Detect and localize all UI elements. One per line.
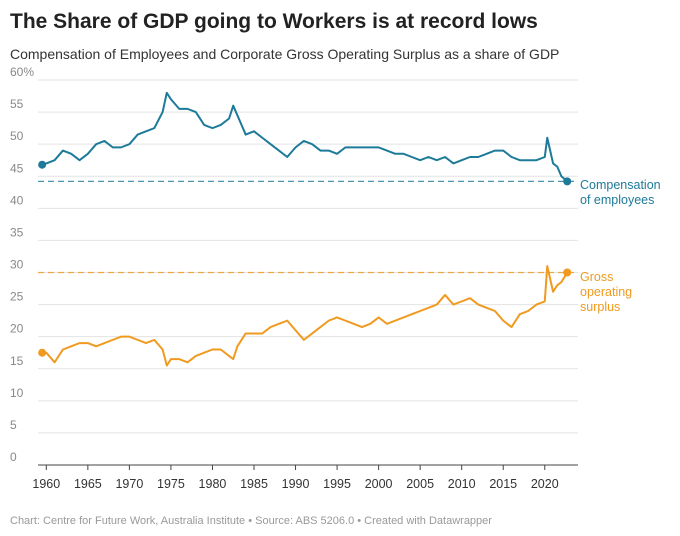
y-tick-label: 45 [10, 161, 24, 175]
y-tick-label: 40 [10, 193, 24, 207]
series-label: Gross operating surplus [580, 270, 633, 314]
chart-source: Chart: Centre for Future Work, Australia… [10, 515, 492, 527]
y-tick-label: 15 [10, 354, 24, 368]
x-tick-label: 2020 [531, 477, 559, 491]
chart-title: The Share of GDP going to Workers is at … [10, 10, 538, 33]
x-tick-label: 1965 [74, 477, 102, 491]
x-tick-label: 2000 [365, 477, 393, 491]
y-tick-label: 60% [10, 65, 34, 79]
y-tick-label: 10 [10, 386, 24, 400]
x-tick-label: 2015 [489, 477, 517, 491]
x-tick-label: 2005 [406, 477, 434, 491]
y-tick-label: 30 [10, 258, 24, 272]
y-tick-label: 0 [10, 450, 17, 464]
y-tick-label: 20 [10, 322, 24, 336]
end-point [563, 268, 572, 277]
x-tick-label: 2010 [448, 477, 476, 491]
chart-subtitle: Compensation of Employees and Corporate … [10, 46, 559, 62]
y-tick-label: 55 [10, 97, 24, 111]
x-tick-label: 1985 [240, 477, 268, 491]
x-tick-label: 1960 [32, 477, 60, 491]
x-tick-label: 1980 [199, 477, 227, 491]
series-line [41, 91, 568, 183]
series-label: Compensation of employees [580, 178, 661, 207]
x-tick-label: 1975 [157, 477, 185, 491]
y-tick-label: 5 [10, 418, 17, 432]
end-point [38, 348, 47, 357]
end-point [563, 177, 572, 186]
x-tick-label: 1970 [115, 477, 143, 491]
y-tick-label: 50 [10, 129, 24, 143]
end-point [38, 160, 47, 169]
y-tick-label: 25 [10, 290, 24, 304]
series-line [42, 265, 569, 367]
y-tick-label: 35 [10, 225, 24, 239]
x-tick-label: 1995 [323, 477, 351, 491]
x-tick-label: 1990 [282, 477, 310, 491]
